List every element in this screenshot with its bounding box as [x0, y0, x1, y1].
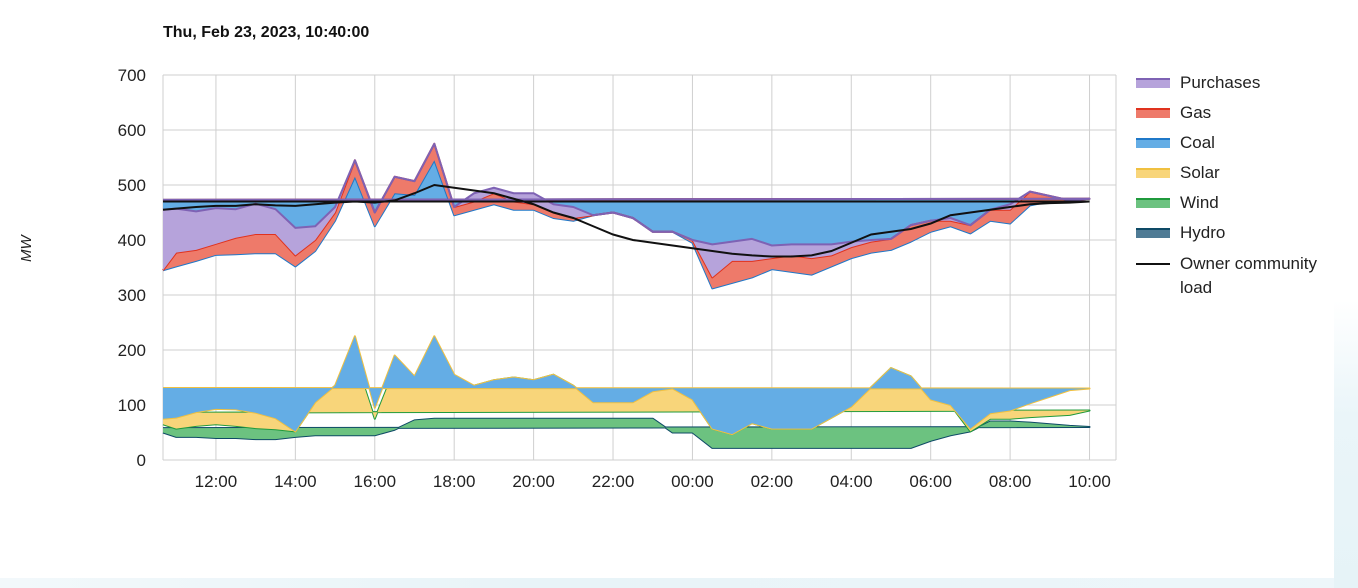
legend-swatch — [1136, 198, 1170, 208]
legend-label: Coal — [1180, 133, 1215, 152]
x-tick-label: 00:00 — [671, 472, 714, 491]
chart-title: Thu, Feb 23, 2023, 10:40:00 — [163, 24, 370, 41]
y-tick-label: 500 — [118, 176, 146, 195]
chart-legend: Purchases Gas Coal Solar Wind Hydro Owner comm… — [1136, 72, 1330, 297]
legend-label: Wind — [1180, 193, 1219, 212]
x-tick-label: 04:00 — [830, 472, 873, 491]
energy-chart: 0 100 200 300 400 500 600 700 12:00 14:00 16:00 18… — [118, 66, 1117, 491]
legend-item-wind: Wind — [1136, 192, 1330, 222]
legend-swatch — [1136, 228, 1170, 238]
legend-swatch — [1136, 138, 1170, 148]
x-tick-label: 02:00 — [751, 472, 794, 491]
y-tick-label: 200 — [118, 341, 146, 360]
y-tick-label: 400 — [118, 231, 146, 250]
x-tick-label: 20:00 — [512, 472, 555, 491]
y-tick-label: 100 — [118, 396, 146, 415]
legend-label: Purchases — [1180, 73, 1261, 92]
y-tick-label: 300 — [118, 286, 146, 305]
area-line-purchases — [162, 142, 1091, 247]
x-tick-label: 16:00 — [354, 472, 397, 491]
x-tick-label: 14:00 — [274, 472, 317, 491]
right-background-band — [1334, 300, 1358, 588]
legend-swatch — [1136, 78, 1170, 88]
area-gas — [163, 143, 1090, 289]
legend-item-gas: Gas — [1136, 102, 1330, 132]
legend-item-coal: Coal — [1136, 132, 1330, 162]
y-tick-label: 600 — [118, 121, 146, 140]
legend-swatch — [1136, 263, 1170, 265]
legend-item-owner-community-load: Owner community load — [1136, 252, 1330, 297]
legend-label: Hydro — [1180, 223, 1226, 242]
y-tick-label: 700 — [118, 66, 146, 85]
chart-areas — [162, 142, 1091, 460]
legend-swatch — [1136, 108, 1170, 118]
y-axis-ticks: 0 100 200 300 400 500 600 700 — [118, 66, 146, 470]
x-tick-label: 18:00 — [433, 472, 476, 491]
legend-label: Owner community load — [1180, 254, 1317, 297]
x-tick-label: 22:00 — [592, 472, 635, 491]
x-tick-label: 10:00 — [1068, 472, 1111, 491]
legend-item-purchases: Purchases — [1136, 72, 1330, 102]
legend-item-solar: Solar — [1136, 162, 1330, 192]
x-tick-label: 08:00 — [989, 472, 1032, 491]
legend-label: Gas — [1180, 103, 1212, 122]
x-axis-ticks: 12:00 14:00 16:00 18:00 20:00 22:00 00:00 02:00… — [195, 472, 1111, 491]
y-tick-label: 0 — [137, 451, 146, 470]
bottom-background-band — [0, 578, 1358, 588]
legend-swatch — [1136, 168, 1170, 178]
line-owner-community-load — [162, 183, 1090, 258]
x-tick-label: 06:00 — [909, 472, 952, 491]
x-tick-label: 12:00 — [195, 472, 238, 491]
legend-label: Solar — [1180, 163, 1220, 182]
area-purchases — [163, 143, 1090, 278]
area-coal — [163, 160, 1090, 435]
legend-item-hydro: Hydro — [1136, 222, 1330, 252]
chart-load-line — [162, 183, 1090, 258]
